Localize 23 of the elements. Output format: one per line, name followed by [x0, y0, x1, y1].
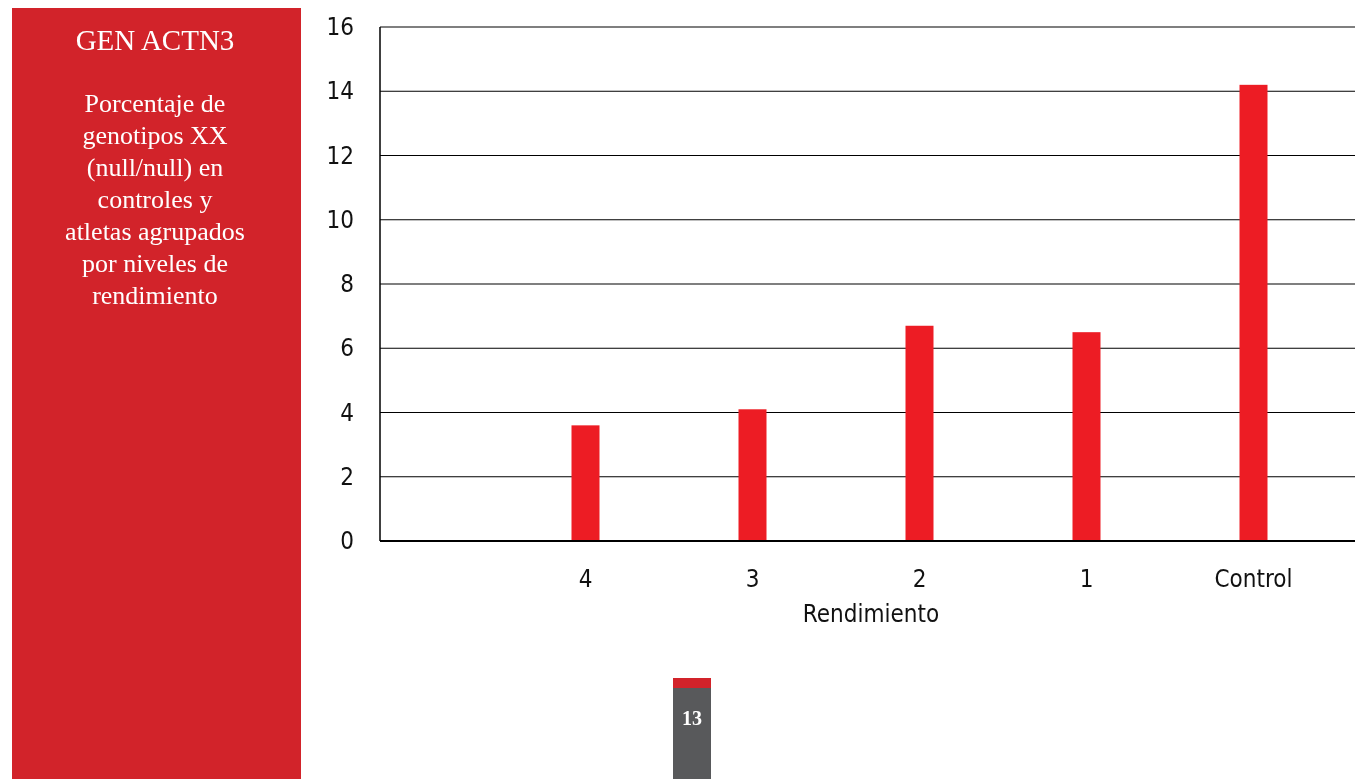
- y-tick-label: 14: [326, 77, 354, 106]
- y-tick-label: 16: [326, 13, 354, 41]
- x-tick-label: Control: [1214, 565, 1293, 593]
- y-tick-label: 6: [340, 334, 354, 363]
- y-tick-label: 8: [340, 270, 354, 298]
- y-tick-label: 4: [340, 398, 354, 427]
- x-tick-label: 2: [912, 565, 927, 593]
- text: Porcentaje de genotipos XX (null/null) en controles y atletas agrupados por niveles de rendimiento: [65, 89, 245, 310]
- x-tick-label: 3: [745, 565, 760, 593]
- x-axis-title: Rendimiento: [802, 600, 940, 628]
- bar: [571, 425, 600, 541]
- y-tick-label: 0: [340, 527, 354, 555]
- chart-title: GEN ACTN3: [75, 24, 235, 56]
- y-tick-label: 12: [326, 141, 354, 170]
- x-tick-label: 1: [1079, 565, 1094, 593]
- x-tick-label: 4: [578, 565, 593, 593]
- bar: [1239, 84, 1268, 541]
- y-tick-label: 10: [326, 205, 354, 234]
- bar: [1072, 332, 1101, 541]
- text: 13: [682, 707, 702, 729]
- y-tick-label: 2: [340, 462, 354, 491]
- bar: [905, 325, 934, 541]
- bar: [738, 409, 767, 541]
